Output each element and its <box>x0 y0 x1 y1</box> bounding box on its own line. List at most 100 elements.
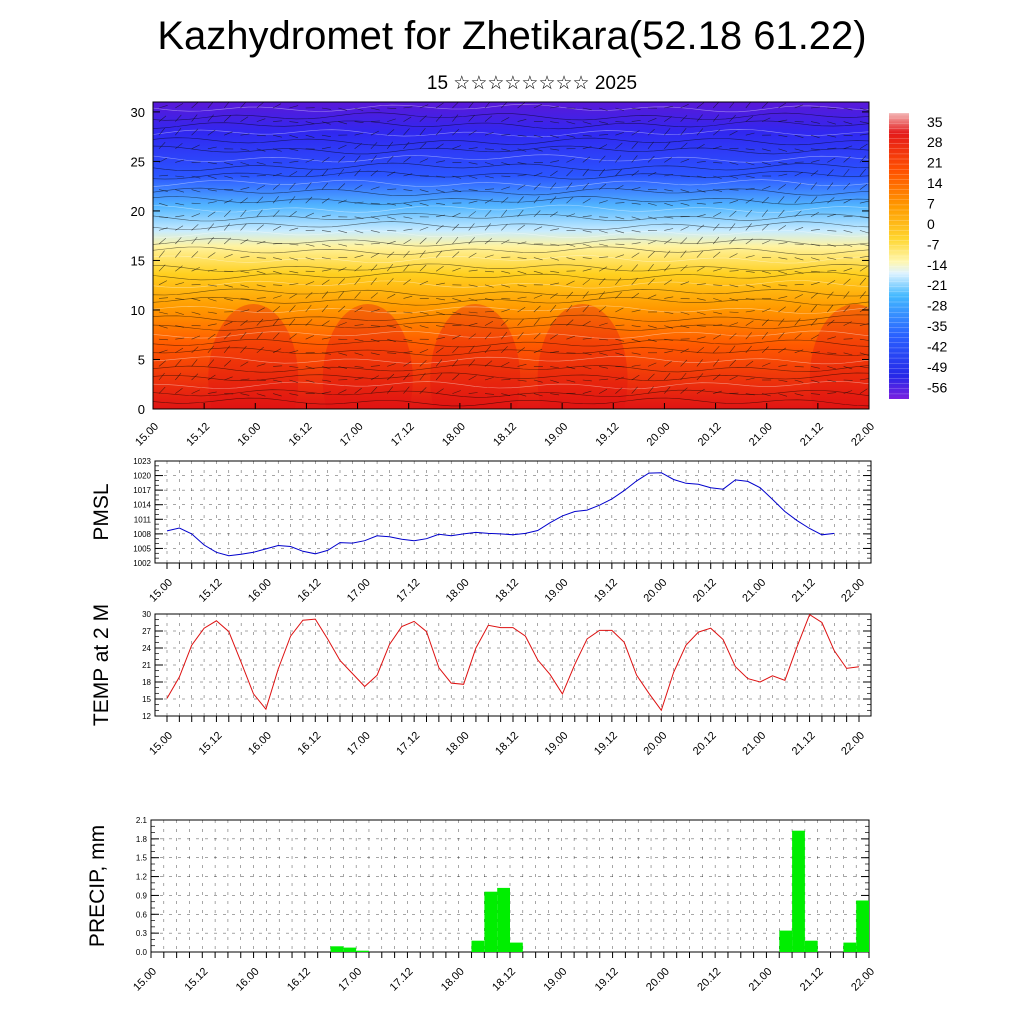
contour-line <box>153 246 869 256</box>
x-tick-label: 17.00 <box>345 730 373 758</box>
wind-barb <box>224 199 233 204</box>
wind-barb <box>729 114 736 122</box>
wind-barb <box>761 240 771 245</box>
wind-barb <box>191 128 199 136</box>
wind-barb <box>550 292 558 299</box>
wind-barb <box>631 170 640 177</box>
wind-barb <box>468 345 475 353</box>
wind-barb <box>273 162 283 164</box>
wind-barb <box>484 148 495 150</box>
x-tick-label: 21.12 <box>798 421 826 449</box>
chart-title: Kazhydromet for Zhetikara(52.18 61.22) <box>157 14 867 58</box>
wind-barb <box>435 102 444 109</box>
wind-barb <box>501 186 510 190</box>
wind-barb <box>158 141 166 150</box>
wind-barb <box>240 148 250 151</box>
wind-barb <box>566 169 574 177</box>
wind-barb <box>713 298 722 302</box>
wind-barb <box>843 257 853 259</box>
wind-barb <box>762 148 771 152</box>
wind-barb <box>338 322 347 326</box>
wind-barb <box>158 386 166 394</box>
wind-barb <box>647 338 657 342</box>
wind-barb <box>207 146 217 150</box>
wind-barb <box>843 278 851 286</box>
wind-barb <box>729 223 736 231</box>
contour-line <box>153 271 869 281</box>
wind-barb <box>484 332 492 340</box>
wind-barb <box>321 269 331 272</box>
wind-barb <box>468 114 475 122</box>
wind-barb <box>240 256 250 258</box>
x-tick-label: 21.12 <box>790 730 818 758</box>
wind-barb <box>664 250 671 258</box>
wind-barb <box>338 230 348 234</box>
wind-barb <box>386 155 394 163</box>
wind-barb <box>517 119 527 122</box>
wind-barb <box>370 202 380 205</box>
wind-barb <box>827 182 834 190</box>
wind-barb <box>386 141 394 149</box>
x-tick-label: 15.12 <box>197 730 225 758</box>
wind-barb <box>664 238 672 245</box>
wind-barb <box>158 174 169 177</box>
wind-barb <box>452 267 461 272</box>
wind-barb <box>289 134 299 139</box>
wind-barb <box>631 242 641 245</box>
wind-barb <box>631 252 640 258</box>
wind-barb <box>745 270 755 273</box>
wind-barb <box>484 284 494 288</box>
x-tick-label: 17.00 <box>336 966 364 994</box>
contour-line <box>153 145 869 155</box>
wind-barb <box>599 322 608 326</box>
wind-barb <box>631 155 638 163</box>
wind-barb <box>501 223 508 231</box>
wind-barb <box>321 157 330 163</box>
wind-barb <box>305 121 315 125</box>
wind-barb <box>533 379 543 383</box>
wind-barb <box>256 257 266 259</box>
wind-barb <box>680 387 688 394</box>
wind-barb <box>615 230 625 234</box>
wind-barb <box>696 250 704 258</box>
wind-barb <box>321 352 331 355</box>
wind-barb <box>436 214 445 218</box>
wind-barb <box>582 146 592 150</box>
wind-barb <box>273 173 282 177</box>
wind-barb <box>566 379 576 383</box>
wind-barb <box>321 305 329 313</box>
precip-bar <box>497 887 510 952</box>
wind-barb <box>582 198 591 204</box>
wind-barb <box>729 130 738 136</box>
wind-barb <box>175 298 185 300</box>
wind-barb <box>843 182 851 190</box>
wind-barb <box>599 230 608 234</box>
wind-barb <box>501 209 508 217</box>
wind-barb <box>419 128 426 136</box>
wind-barb <box>827 366 836 370</box>
precip-bar <box>510 942 523 952</box>
wind-barb <box>827 197 835 204</box>
wind-barb <box>501 256 511 258</box>
wind-barb <box>582 107 592 111</box>
wind-barb <box>468 252 477 258</box>
wind-barb <box>240 162 250 166</box>
wind-barb <box>761 117 771 122</box>
precip-bar <box>804 940 818 952</box>
wind-barb <box>387 202 397 206</box>
wind-barb <box>419 280 429 286</box>
wind-barb <box>305 257 315 261</box>
wind-barb <box>387 107 397 109</box>
wind-barb <box>664 338 674 341</box>
wind-barb <box>631 352 641 355</box>
wind-barb <box>859 230 869 234</box>
wind-barb <box>158 216 169 218</box>
wind-barb <box>191 359 198 367</box>
wind-barb <box>810 106 820 109</box>
wind-barb <box>550 211 558 218</box>
precip-panel: 0.0 0.3 0.6 0.9 1.2 1.5 1.8 2.1 15.00 15.12 16.00 1… <box>86 816 877 994</box>
wind-barb <box>778 134 788 137</box>
wind-barb <box>566 121 576 125</box>
wind-barb <box>615 142 623 150</box>
wind-barb <box>550 379 559 383</box>
